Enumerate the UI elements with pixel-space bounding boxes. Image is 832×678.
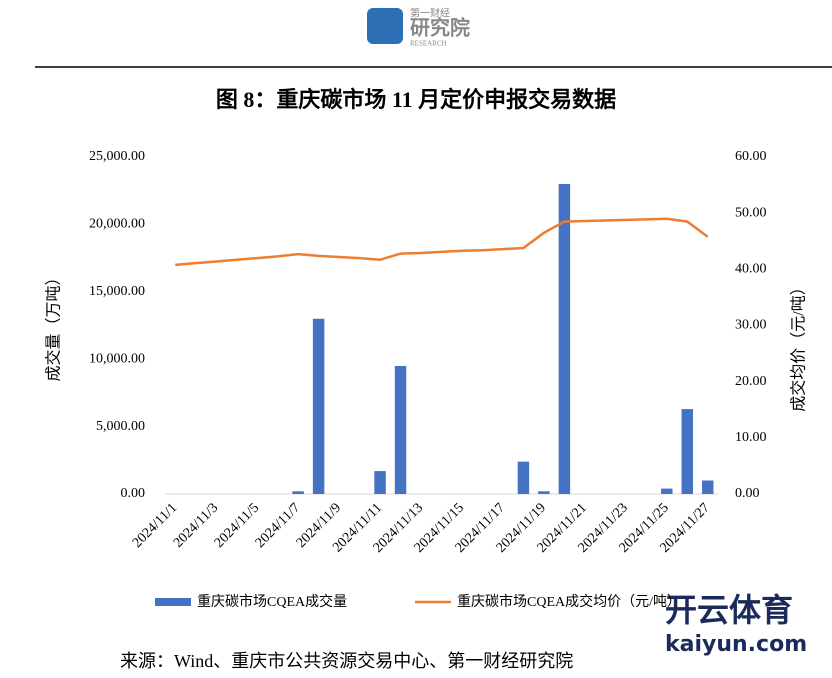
source: 来源：Wind、重庆市公共资源交易中心、第一财经研究院	[120, 651, 573, 671]
legend-label: 重庆碳市场CQEA成交量	[197, 593, 347, 610]
logo-main: 研究院	[410, 16, 470, 40]
y2-tick-label: 10.00	[735, 430, 767, 445]
bar	[538, 491, 550, 494]
bar	[702, 480, 714, 494]
y2-tick-label: 40.00	[735, 262, 767, 277]
bar	[292, 491, 304, 494]
y-tick-label: 5,000.00	[96, 419, 145, 434]
bar	[661, 488, 673, 494]
bar	[394, 365, 407, 494]
y2-tick-label: 50.00	[735, 205, 767, 220]
y2-tick-label: 20.00	[735, 374, 767, 389]
y-tick-label: 0.00	[121, 486, 146, 501]
chart-title: 图 8：重庆碳市场 11 月定价申报交易数据	[216, 87, 616, 112]
y-tick-label: 25,000.00	[89, 149, 145, 164]
watermark-main: 开云体育	[665, 591, 793, 629]
legend-swatch	[155, 598, 191, 606]
logo-icon	[367, 8, 403, 44]
y-tick-label: 15,000.00	[89, 284, 145, 299]
y-tick-label: 10,000.00	[89, 351, 145, 366]
watermark-sub: kaiyun.com	[665, 632, 807, 657]
logo-top: 第一财经	[410, 6, 450, 19]
line	[175, 217, 709, 267]
y2-tick-label: 30.00	[735, 318, 767, 333]
y2-tick-label: 0.00	[735, 486, 760, 501]
bar	[312, 318, 325, 494]
bar	[374, 471, 386, 494]
logo-sub: RESEARCH	[410, 40, 447, 48]
y-axis-title: 成交量（万吨）	[45, 269, 63, 381]
bar	[517, 461, 530, 494]
bar	[681, 409, 694, 494]
bar	[558, 183, 571, 494]
y-tick-label: 20,000.00	[89, 217, 145, 232]
y2-axis-title: 成交均价（元/吨）	[790, 279, 808, 411]
y2-tick-label: 60.00	[735, 149, 767, 164]
legend-label: 重庆碳市场CQEA成交均价（元/吨）	[457, 593, 681, 610]
